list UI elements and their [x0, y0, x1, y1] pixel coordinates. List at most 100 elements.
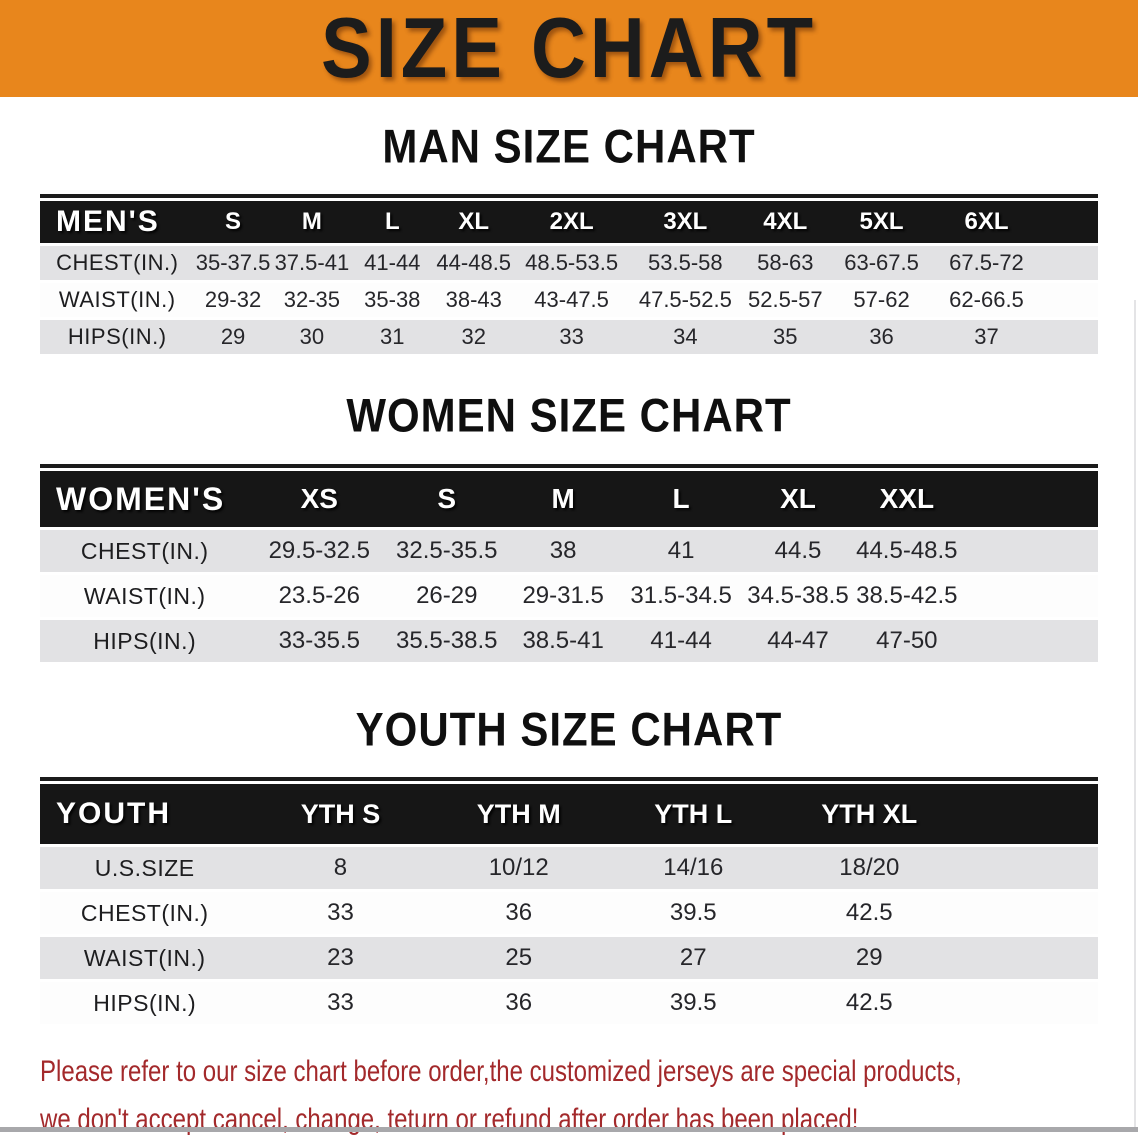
- size-value-cell: 57-62: [828, 283, 935, 317]
- size-value-cell: 34.5-38.5: [740, 575, 856, 617]
- size-value-cell: 44-48.5: [432, 246, 515, 280]
- size-value-cell: 62-66.5: [934, 283, 1098, 317]
- size-value-cell: 25: [431, 937, 606, 979]
- women-section-heading: WOMEN SIZE CHART: [0, 389, 1138, 442]
- size-value-cell: 36: [828, 320, 935, 354]
- size-value-cell: 42.5: [780, 982, 1098, 1024]
- youth-size-table: YOUTH YTH S YTH M YTH L YTH XL U.S.SIZE 8 10/12…: [40, 777, 1098, 1027]
- size-column-header: XL: [432, 201, 515, 243]
- size-value-cell: 39.5: [606, 892, 781, 934]
- measurement-row-label: HIPS(IN.): [40, 982, 250, 1024]
- size-column-header: XS: [249, 471, 390, 527]
- women-section-heading-text: WOMEN SIZE CHART: [346, 389, 792, 442]
- size-value-cell: 18/20: [780, 847, 1098, 889]
- size-column-header: YTH L: [606, 784, 781, 844]
- table-corner-label: WOMEN'S: [40, 471, 250, 527]
- size-value-cell: 32: [432, 320, 515, 354]
- size-column-header: YTH S: [249, 784, 432, 844]
- youth-section-heading: YOUTH SIZE CHART: [0, 703, 1138, 756]
- man-section-heading: MAN SIZE CHART: [0, 120, 1138, 173]
- disclaimer-line-1: Please refer to our size chart before or…: [40, 1055, 962, 1088]
- size-column-header: M: [504, 471, 622, 527]
- size-value-cell: 14/16: [606, 847, 781, 889]
- size-value-cell: 36: [431, 982, 606, 1024]
- size-column-header: 3XL: [628, 201, 743, 243]
- size-value-cell: 8: [249, 847, 432, 889]
- size-value-cell: 44-47: [740, 620, 856, 662]
- size-column-header: M: [271, 201, 353, 243]
- size-column-header: XL: [740, 471, 856, 527]
- size-column-header: YTH M: [431, 784, 606, 844]
- measurement-row-label: HIPS(IN.): [40, 620, 250, 662]
- size-value-cell: 29-31.5: [504, 575, 622, 617]
- size-chart-banner: SIZE CHART: [0, 0, 1138, 97]
- measurement-row-label: WAIST(IN.): [40, 575, 250, 617]
- size-value-cell: 38-43: [432, 283, 515, 317]
- size-value-cell: 34: [628, 320, 743, 354]
- size-value-cell: 33: [249, 892, 432, 934]
- table-corner-label: YOUTH: [40, 784, 250, 844]
- size-value-cell: 47.5-52.5: [628, 283, 743, 317]
- size-column-header: L: [621, 471, 741, 527]
- size-column-header: 5XL: [828, 201, 935, 243]
- womens-size-table: WOMEN'S XS S M L XL XXL CHEST(IN.) 29.5-32.5 32.5…: [40, 464, 1098, 665]
- size-value-cell: 33: [515, 320, 629, 354]
- size-value-cell: 43-47.5: [515, 283, 629, 317]
- youth-size-section: YOUTH SIZE CHART YOUTH YTH S YTH M YTH L YTH…: [0, 703, 1138, 1027]
- image-right-edge: [1134, 300, 1136, 1132]
- size-value-cell: 44.5: [740, 530, 856, 572]
- size-value-cell: 67.5-72: [934, 246, 1098, 280]
- man-size-section: MAN SIZE CHART MEN'S S M L XL 2XL 3XL 4XL 5XL 6XL…: [0, 120, 1138, 357]
- size-value-cell: 52.5-57: [742, 283, 829, 317]
- size-value-cell: 35-37.5: [194, 246, 272, 280]
- size-column-header: 4XL: [742, 201, 829, 243]
- measurement-row-label: U.S.SIZE: [40, 847, 250, 889]
- measurement-row-label: CHEST(IN.): [40, 246, 195, 280]
- size-value-cell: 37: [934, 320, 1098, 354]
- size-value-cell: 29.5-32.5: [249, 530, 390, 572]
- size-value-cell: 37.5-41: [271, 246, 353, 280]
- size-value-cell: 44.5-48.5: [855, 530, 1098, 572]
- mens-size-table: MEN'S S M L XL 2XL 3XL 4XL 5XL 6XL CHEST(IN.) 35-37…: [40, 194, 1098, 357]
- measurement-row-label: WAIST(IN.): [40, 937, 250, 979]
- table-corner-label: MEN'S: [40, 201, 195, 243]
- size-value-cell: 33-35.5: [249, 620, 390, 662]
- size-value-cell: 42.5: [780, 892, 1098, 934]
- size-value-cell: 38.5-41: [504, 620, 622, 662]
- size-value-cell: 31.5-34.5: [621, 575, 741, 617]
- size-value-cell: 41-44: [621, 620, 741, 662]
- man-section-heading-text: MAN SIZE CHART: [382, 120, 756, 173]
- size-value-cell: 26-29: [389, 575, 505, 617]
- size-value-cell: 47-50: [855, 620, 1098, 662]
- size-value-cell: 29-32: [194, 283, 272, 317]
- size-value-cell: 48.5-53.5: [515, 246, 629, 280]
- women-size-section: WOMEN SIZE CHART WOMEN'S XS S M L XL XXL CHEST(…: [0, 389, 1138, 665]
- size-value-cell: 58-63: [742, 246, 829, 280]
- size-value-cell: 39.5: [606, 982, 781, 1024]
- size-value-cell: 41: [621, 530, 741, 572]
- size-column-header: XXL: [855, 471, 1098, 527]
- size-value-cell: 38.5-42.5: [855, 575, 1098, 617]
- size-value-cell: 63-67.5: [828, 246, 935, 280]
- size-value-cell: 35: [742, 320, 829, 354]
- size-column-header: 2XL: [515, 201, 629, 243]
- disclaimer-note: Please refer to our size chart before or…: [40, 1048, 1138, 1144]
- size-value-cell: 32.5-35.5: [389, 530, 505, 572]
- size-value-cell: 32-35: [271, 283, 353, 317]
- size-value-cell: 38: [504, 530, 622, 572]
- size-value-cell: 53.5-58: [628, 246, 743, 280]
- measurement-row-label: CHEST(IN.): [40, 892, 250, 934]
- size-value-cell: 33: [249, 982, 432, 1024]
- size-value-cell: 36: [431, 892, 606, 934]
- measurement-row-label: CHEST(IN.): [40, 530, 250, 572]
- size-column-header: S: [194, 201, 272, 243]
- size-column-header: YTH XL: [780, 784, 1098, 844]
- banner-title: SIZE CHART: [321, 0, 817, 97]
- size-column-header: 6XL: [934, 201, 1098, 243]
- size-column-header: L: [352, 201, 433, 243]
- size-value-cell: 23.5-26: [249, 575, 390, 617]
- measurement-row-label: WAIST(IN.): [40, 283, 195, 317]
- size-value-cell: 30: [271, 320, 353, 354]
- size-value-cell: 23: [249, 937, 432, 979]
- size-value-cell: 29: [780, 937, 1098, 979]
